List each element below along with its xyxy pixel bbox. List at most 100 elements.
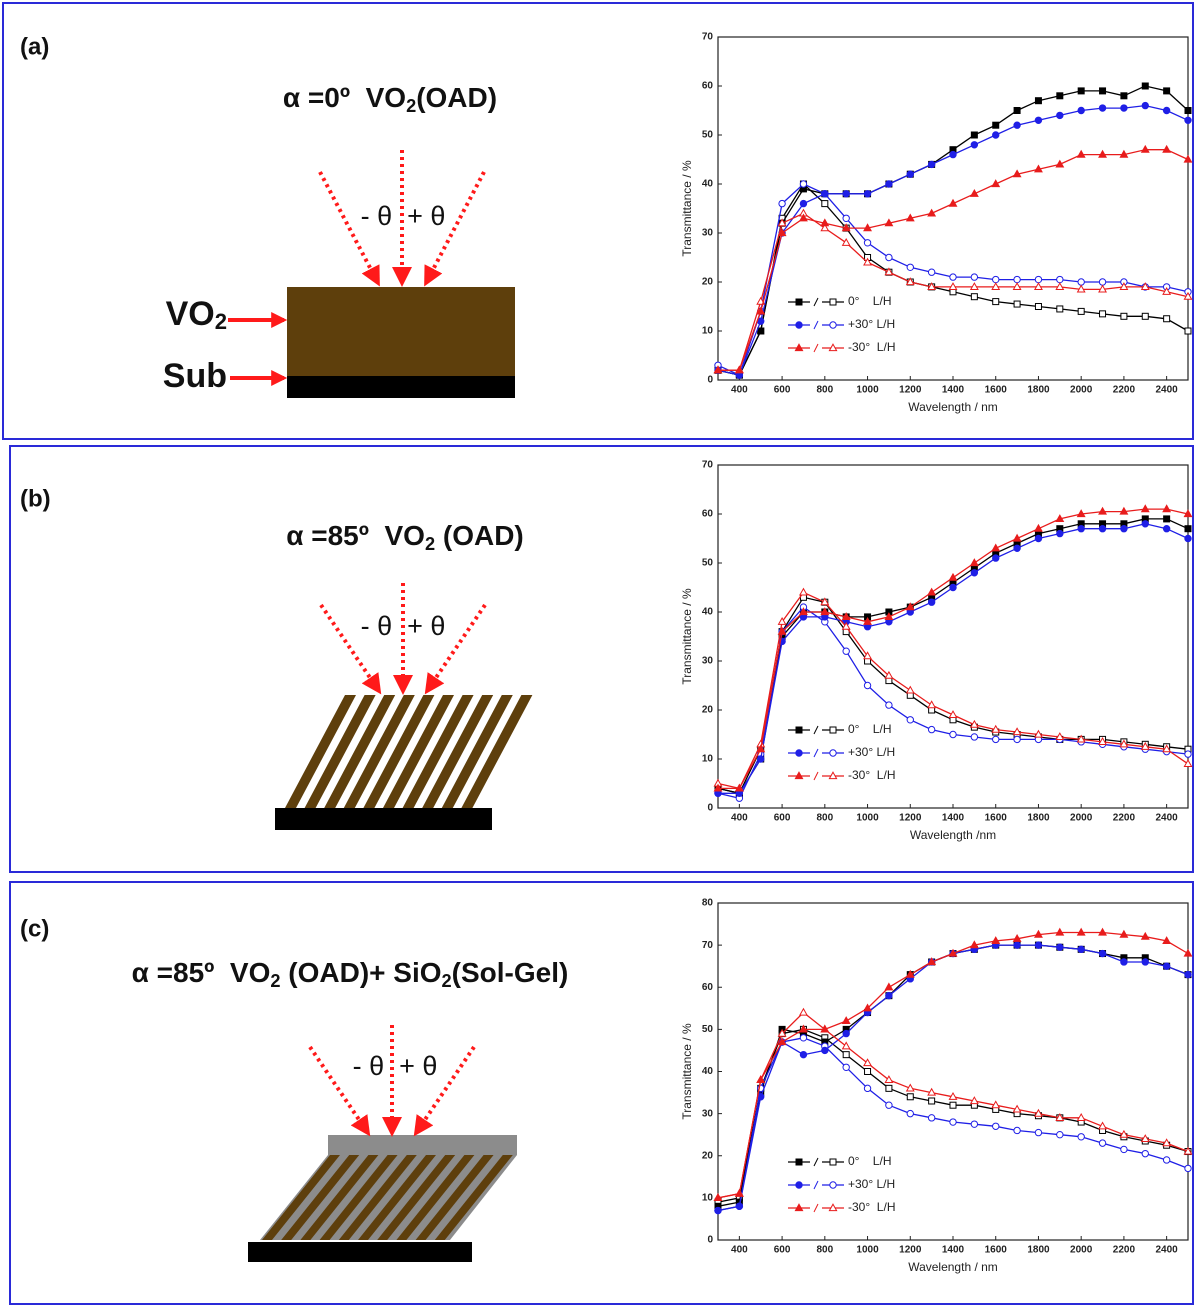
marker xyxy=(1014,122,1020,128)
marker xyxy=(822,191,828,197)
legend-slash xyxy=(814,1181,818,1189)
marker xyxy=(1185,526,1191,532)
text-part: (Sol-Gel) xyxy=(452,957,569,988)
x-tick-label: 2000 xyxy=(1070,385,1093,396)
legend-label: 0° L/H xyxy=(848,722,891,736)
x-tick-label: 1200 xyxy=(899,813,922,824)
legend-marker xyxy=(830,1159,836,1165)
legend-marker xyxy=(796,1159,802,1165)
y-tick-label: 30 xyxy=(702,1108,714,1119)
marker xyxy=(758,756,764,762)
marker xyxy=(1099,526,1105,532)
marker xyxy=(1163,526,1169,532)
y-tick-label: 40 xyxy=(702,179,714,190)
marker xyxy=(1014,545,1020,551)
panel-label: (b) xyxy=(20,485,51,512)
legend-marker xyxy=(830,322,836,328)
marker xyxy=(822,201,828,207)
y-axis-label: Transmittance / % xyxy=(680,1023,694,1120)
marker xyxy=(1014,736,1020,742)
x-tick-label: 1800 xyxy=(1027,813,1050,824)
marker xyxy=(1014,942,1020,948)
series-line xyxy=(718,86,1188,375)
marker xyxy=(1057,93,1063,99)
marker xyxy=(928,269,934,275)
y-tick-label: 60 xyxy=(702,509,714,520)
marker xyxy=(1185,108,1191,114)
text-part: (OAD) xyxy=(416,82,497,113)
marker xyxy=(1099,105,1105,111)
legend-marker xyxy=(830,299,836,305)
x-axis-label: Wavelength /nm xyxy=(910,828,996,842)
y-axis-label: Transmittance / % xyxy=(680,588,694,685)
marker xyxy=(1121,1146,1127,1152)
marker xyxy=(1035,304,1041,310)
marker xyxy=(864,191,870,197)
marker xyxy=(993,132,999,138)
marker xyxy=(800,1051,806,1057)
marker xyxy=(928,1115,934,1121)
y-tick-label: 40 xyxy=(702,607,714,618)
marker xyxy=(907,1094,913,1100)
marker xyxy=(1078,88,1084,94)
text-part: Sub xyxy=(163,357,227,395)
text-part: VO xyxy=(166,295,215,333)
marker xyxy=(843,191,849,197)
marker xyxy=(928,599,934,605)
marker xyxy=(1057,112,1063,118)
legend-label: -30° L/H xyxy=(848,768,895,782)
marker xyxy=(1142,83,1148,89)
marker xyxy=(843,239,850,245)
marker xyxy=(971,734,977,740)
y-tick-label: 40 xyxy=(702,1066,714,1077)
y-tick-label: 10 xyxy=(702,754,714,765)
marker xyxy=(950,151,956,157)
legend-slash xyxy=(814,749,818,757)
marker xyxy=(886,1102,892,1108)
marker xyxy=(1121,93,1127,99)
marker xyxy=(800,1009,807,1015)
legend-marker xyxy=(796,727,802,733)
marker xyxy=(1142,313,1148,319)
x-tick-label: 2400 xyxy=(1156,385,1179,396)
marker xyxy=(1035,276,1041,282)
marker xyxy=(907,717,913,723)
marker xyxy=(864,682,870,688)
marker xyxy=(1099,1140,1105,1146)
x-axis-label: Wavelength / nm xyxy=(908,1260,998,1274)
legend-slash xyxy=(814,298,818,306)
marker xyxy=(950,1102,956,1108)
x-tick-label: 800 xyxy=(816,385,833,396)
marker xyxy=(864,240,870,246)
figure: (a)α =0º VO2(OAD)- θ + θVO2Sub(b)α =85º … xyxy=(0,0,1194,1305)
y-tick-label: 20 xyxy=(702,705,714,716)
x-tick-label: 400 xyxy=(731,813,748,824)
x-tick-label: 2400 xyxy=(1156,1245,1179,1256)
subscript: 2 xyxy=(442,971,452,991)
marker xyxy=(971,142,977,148)
marker xyxy=(1142,102,1148,108)
marker xyxy=(1100,311,1106,317)
y-tick-label: 50 xyxy=(702,558,714,569)
y-axis-label: Transmittance / % xyxy=(680,160,694,257)
marker xyxy=(971,570,977,576)
marker xyxy=(950,731,956,737)
panel-label: (a) xyxy=(20,33,49,60)
subscript: 2 xyxy=(406,96,416,116)
marker xyxy=(885,983,892,989)
marker xyxy=(843,1052,849,1058)
marker xyxy=(1163,963,1169,969)
y-tick-label: 50 xyxy=(702,1024,714,1035)
marker xyxy=(1057,306,1063,312)
marker xyxy=(800,1035,806,1041)
marker xyxy=(715,1207,721,1213)
x-tick-label: 1600 xyxy=(985,1245,1008,1256)
text-part: (OAD)+ SiO xyxy=(281,957,442,988)
series-line xyxy=(718,945,1188,1206)
x-tick-label: 2400 xyxy=(1156,813,1179,824)
y-tick-label: 20 xyxy=(702,1150,714,1161)
marker xyxy=(1185,971,1191,977)
marker xyxy=(843,648,849,654)
marker xyxy=(1078,1134,1084,1140)
marker xyxy=(1057,1131,1063,1137)
